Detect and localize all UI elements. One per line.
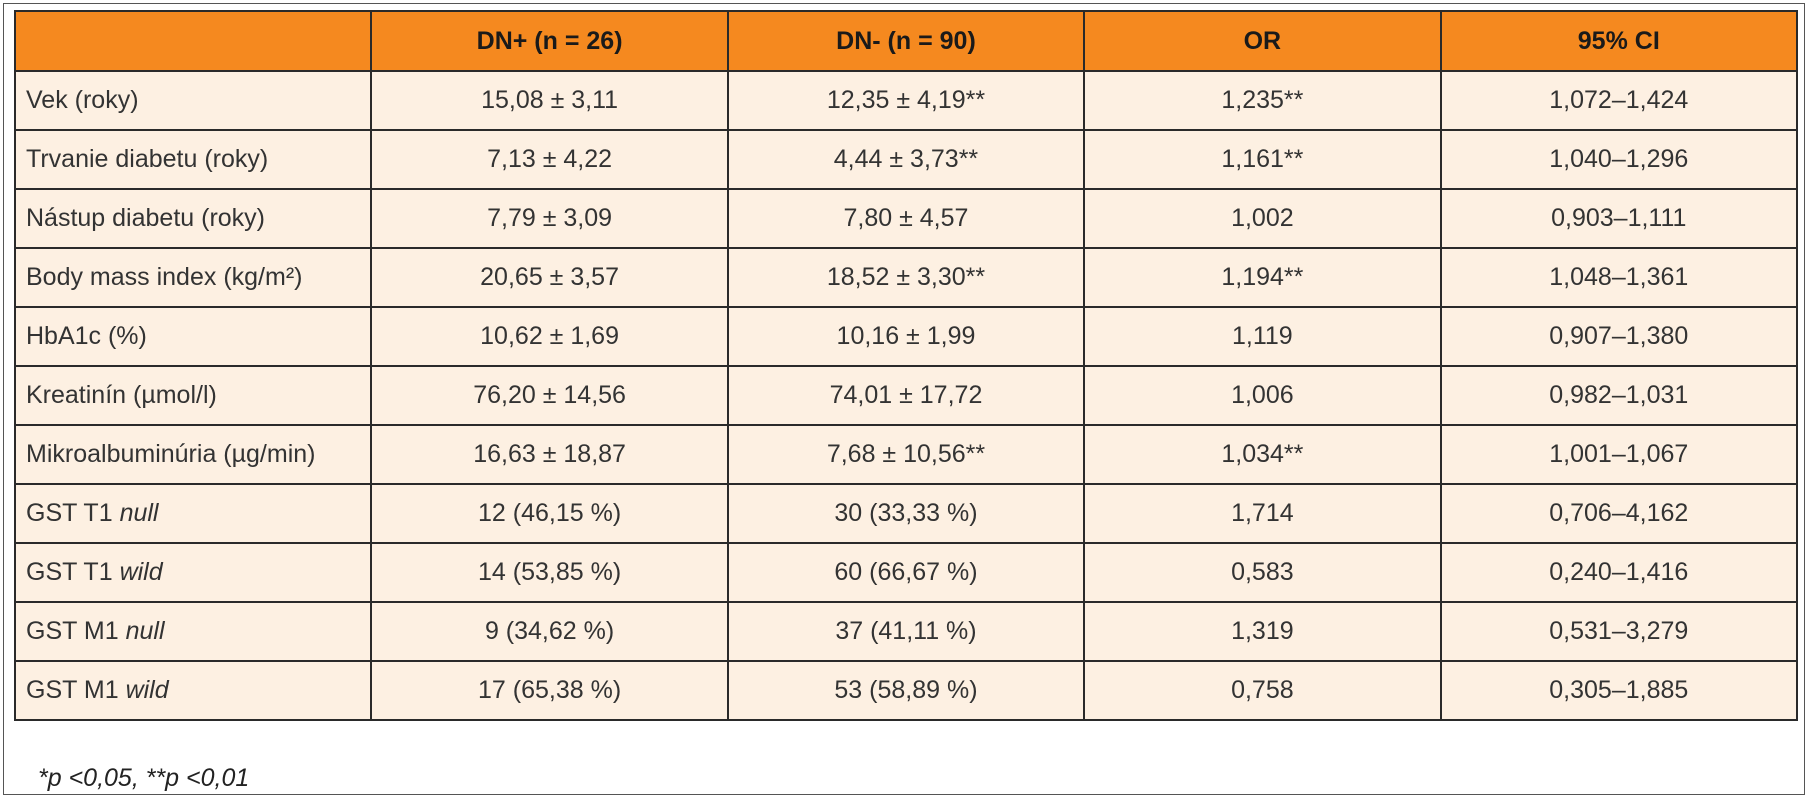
row-label: Trvanie diabetu (roky) [13,129,373,190]
table-body: Vek (roky) 15,08 ± 3,11 12,35 ± 4,19** 1,23… [13,70,1799,721]
table-cell: 18,52 ± 3,30** [726,247,1086,308]
table-cell: 12 (46,15 %) [370,483,729,544]
table-cell: 1,072–1,424 [1439,70,1799,131]
header-row: DN+ (n = 26) DN- (n = 90) OR 95% CI [13,10,1799,72]
table-cell: 37 (41,11 %) [726,601,1086,662]
table-cell: 14 (53,85 %) [370,542,729,603]
label-text: GST T1 [26,558,113,586]
table-cell: 7,68 ± 10,56** [726,424,1086,485]
table-cell: 9 (34,62 %) [370,601,729,662]
row-label: Nástup diabetu (roky) [13,188,373,249]
label-text: Vek (roky) [26,86,139,114]
table-cell: 1,040–1,296 [1439,129,1799,190]
footnote: *p <0,05, **p <0,01 [38,764,250,792]
table-row: Kreatinín (µmol/l) 76,20 ± 14,56 74,01 ± 1… [13,365,1799,426]
table-cell: 20,65 ± 3,57 [370,247,729,308]
table-cell: 0,531–3,279 [1439,601,1799,662]
column-header: OR [1083,10,1442,72]
table: DN+ (n = 26) DN- (n = 90) OR 95% CI Vek (ro… [13,10,1799,721]
table-row: Trvanie diabetu (roky) 7,13 ± 4,22 4,44 ± … [13,129,1799,190]
table-cell: 7,79 ± 3,09 [370,188,729,249]
table-cell: 10,16 ± 1,99 [726,306,1086,367]
table-cell: 1,048–1,361 [1439,247,1799,308]
label-text: Nástup diabetu (roky) [26,204,266,232]
table-cell: 1,235** [1083,70,1442,131]
table-cell: 15,08 ± 3,11 [370,70,729,131]
table-cell: 74,01 ± 17,72 [726,365,1086,426]
table-row: Nástup diabetu (roky) 7,79 ± 3,09 7,80 ± 4… [13,188,1799,249]
table-row: GST M1 wild 17 (65,38 %) 53 (58,89 %) 0,758… [13,660,1799,721]
table-cell: 0,305–1,885 [1439,660,1799,721]
table-cell: 7,13 ± 4,22 [370,129,729,190]
table-cell: 0,583 [1083,542,1442,603]
table-cell: 1,002 [1083,188,1442,249]
table-cell: 1,006 [1083,365,1442,426]
table-row: GST T1 wild 14 (53,85 %) 60 (66,67 %) 0,583… [13,542,1799,603]
row-label: GST M1 wild [13,660,373,721]
table-cell: 1,161** [1083,129,1442,190]
table-cell: 7,80 ± 4,57 [726,188,1086,249]
table-cell: 1,001–1,067 [1439,424,1799,485]
label-text: HbA1c (%) [26,322,147,350]
table-row: Vek (roky) 15,08 ± 3,11 12,35 ± 4,19** 1,23… [13,70,1799,131]
table-cell: 0,903–1,111 [1439,188,1799,249]
row-label: Mikroalbuminúria (µg/min) [13,424,373,485]
table-cell: 30 (33,33 %) [726,483,1086,544]
table-cell: 1,119 [1083,306,1442,367]
label-text: Body mass index (kg/m²) [26,263,303,291]
header-cell [13,10,373,72]
row-label: HbA1c (%) [13,306,373,367]
row-label: Vek (roky) [13,70,373,131]
table-cell: 10,62 ± 1,69 [370,306,729,367]
table-cell: 0,758 [1083,660,1442,721]
table-row: HbA1c (%) 10,62 ± 1,69 10,16 ± 1,99 1,119 0,… [13,306,1799,367]
table-cell: 1,194** [1083,247,1442,308]
row-label: GST M1 null [13,601,373,662]
table-cell: 1,319 [1083,601,1442,662]
table-cell: 76,20 ± 14,56 [370,365,729,426]
label-italic: null [119,499,159,527]
column-header: DN+ (n = 26) [370,10,729,72]
label-italic: wild [119,558,163,586]
table-cell: 0,706–4,162 [1439,483,1799,544]
table-cell: 4,44 ± 3,73** [726,129,1086,190]
table-cell: 1,034** [1083,424,1442,485]
label-text: Kreatinín (µmol/l) [26,381,217,409]
table-row: Body mass index (kg/m²) 20,65 ± 3,57 18,52… [13,247,1799,308]
row-label: GST T1 wild [13,542,373,603]
table-cell: 0,240–1,416 [1439,542,1799,603]
table-row: GST T1 null 12 (46,15 %) 30 (33,33 %) 1,714… [13,483,1799,544]
frame: DN+ (n = 26) DN- (n = 90) OR 95% CI Vek (ro… [3,3,1805,795]
label-italic: wild [125,676,169,704]
label-text: Mikroalbuminúria (µg/min) [26,440,316,468]
table-cell: 53 (58,89 %) [726,660,1086,721]
table-cell: 60 (66,67 %) [726,542,1086,603]
row-label: Kreatinín (µmol/l) [13,365,373,426]
table-cell: 12,35 ± 4,19** [726,70,1086,131]
label-text: GST M1 [26,617,119,645]
table-cell: 16,63 ± 18,87 [370,424,729,485]
label-text: Trvanie diabetu (roky) [26,145,269,173]
table-cell: 17 (65,38 %) [370,660,729,721]
label-italic: null [125,617,165,645]
row-label: Body mass index (kg/m²) [13,247,373,308]
table-row: GST M1 null 9 (34,62 %) 37 (41,11 %) 1,319 0… [13,601,1799,662]
table-cell: 1,714 [1083,483,1442,544]
table-cell: 0,907–1,380 [1439,306,1799,367]
row-label: GST T1 null [13,483,373,544]
table-cell: 0,982–1,031 [1439,365,1799,426]
table-row: Mikroalbuminúria (µg/min) 16,63 ± 18,87 7,… [13,424,1799,485]
label-text: GST M1 [26,676,119,704]
column-header: 95% CI [1439,10,1799,72]
column-header: DN- (n = 90) [726,10,1086,72]
label-text: GST T1 [26,499,113,527]
